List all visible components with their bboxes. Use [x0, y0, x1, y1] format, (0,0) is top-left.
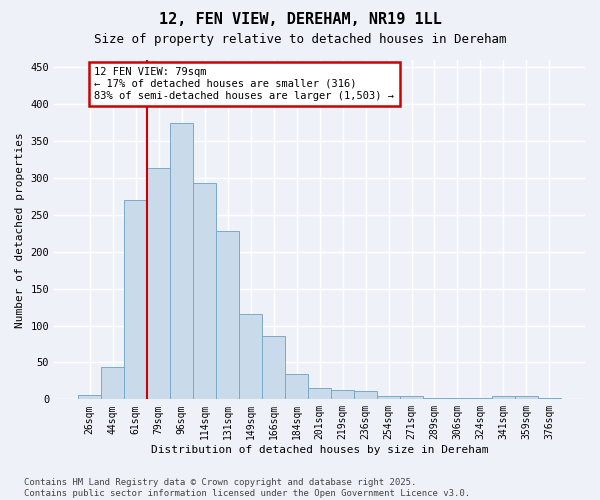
Text: Contains HM Land Registry data © Crown copyright and database right 2025.
Contai: Contains HM Land Registry data © Crown c… — [24, 478, 470, 498]
Bar — [423, 398, 446, 400]
Bar — [216, 231, 239, 400]
Bar — [331, 390, 354, 400]
Y-axis label: Number of detached properties: Number of detached properties — [15, 132, 25, 328]
Bar — [285, 374, 308, 400]
Bar — [492, 396, 515, 400]
Bar — [239, 314, 262, 400]
Bar — [538, 398, 561, 400]
Bar — [262, 336, 285, 400]
Bar — [354, 391, 377, 400]
Bar — [515, 396, 538, 400]
Bar — [308, 388, 331, 400]
Bar — [147, 168, 170, 400]
Bar — [400, 396, 423, 400]
Text: Size of property relative to detached houses in Dereham: Size of property relative to detached ho… — [94, 32, 506, 46]
Bar — [193, 183, 216, 400]
Bar — [377, 396, 400, 400]
Bar — [469, 398, 492, 400]
Text: 12 FEN VIEW: 79sqm
← 17% of detached houses are smaller (316)
83% of semi-detach: 12 FEN VIEW: 79sqm ← 17% of detached hou… — [94, 68, 394, 100]
Bar — [170, 122, 193, 400]
Bar — [124, 200, 147, 400]
Bar — [78, 395, 101, 400]
Bar — [446, 398, 469, 400]
X-axis label: Distribution of detached houses by size in Dereham: Distribution of detached houses by size … — [151, 445, 488, 455]
Bar — [101, 367, 124, 400]
Text: 12, FEN VIEW, DEREHAM, NR19 1LL: 12, FEN VIEW, DEREHAM, NR19 1LL — [158, 12, 442, 28]
